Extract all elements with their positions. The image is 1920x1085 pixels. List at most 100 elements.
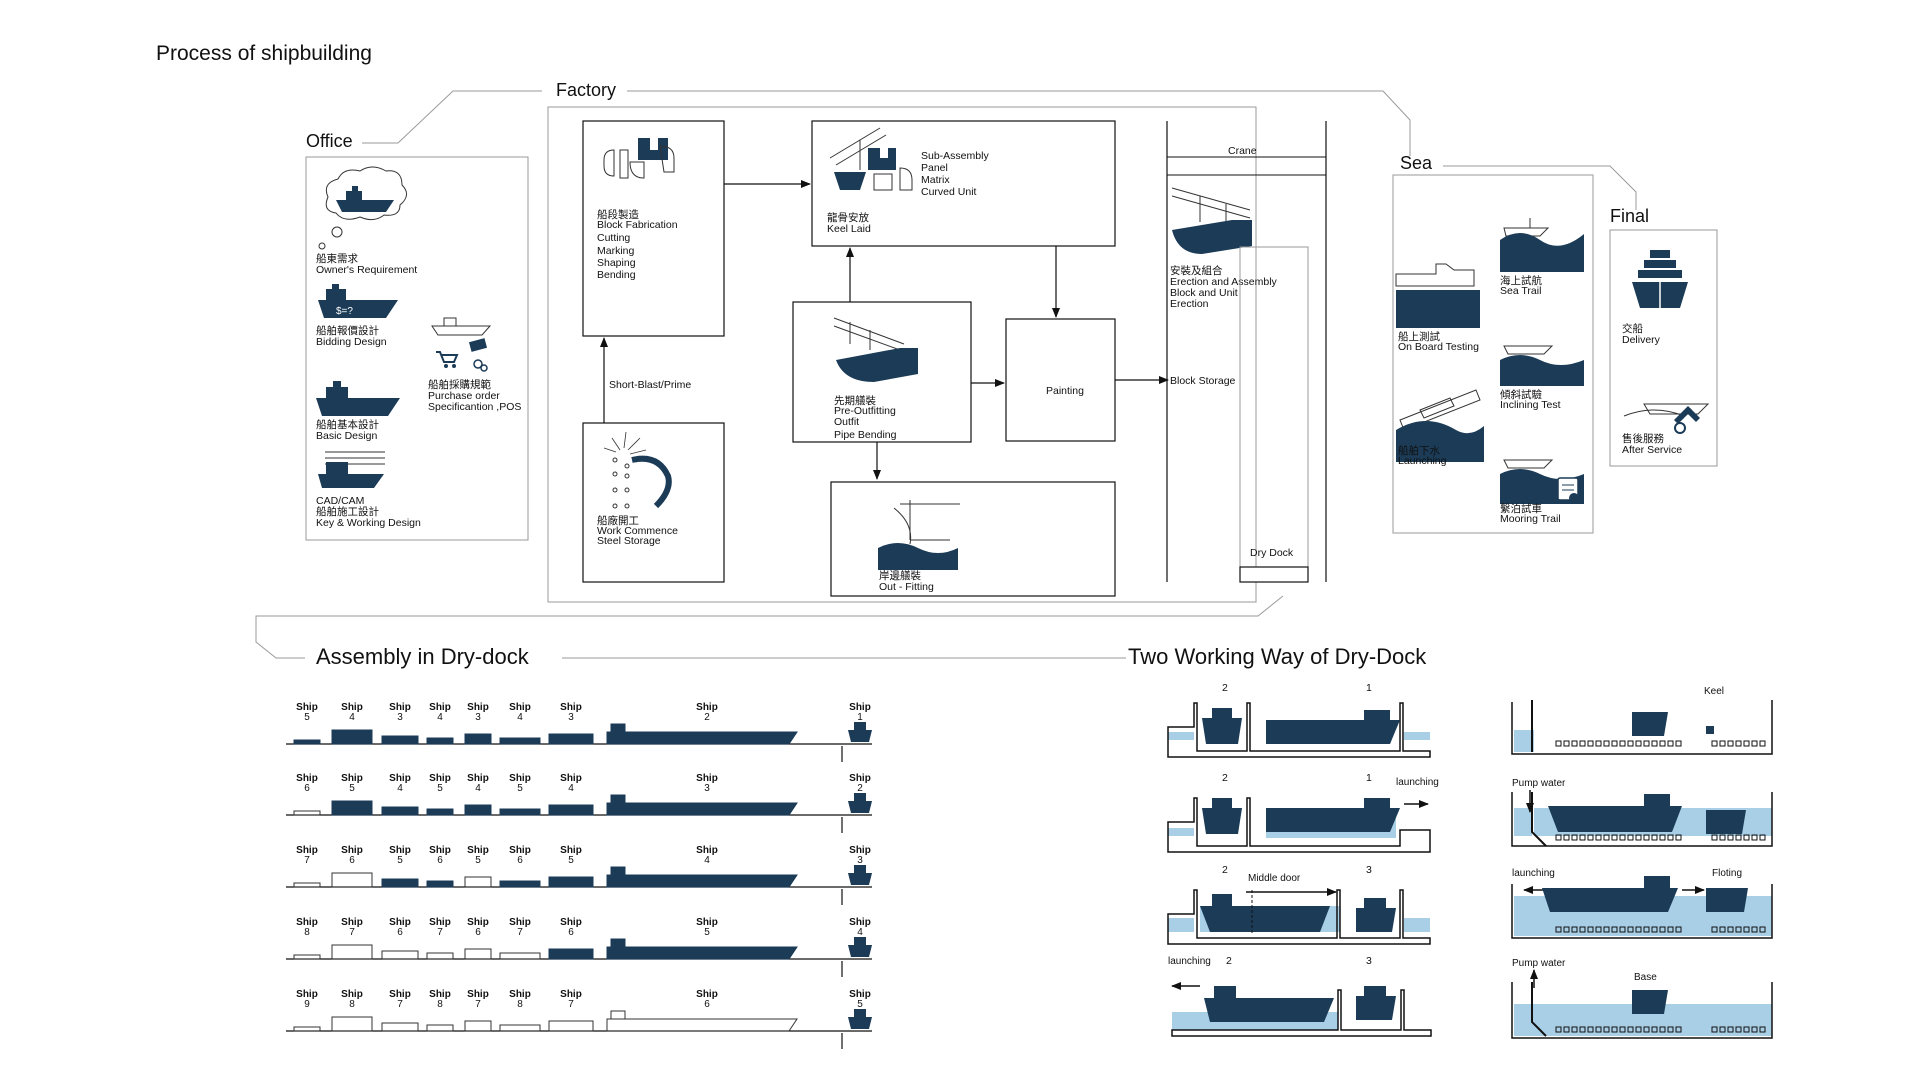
assembly-ship-word: Ship (696, 989, 718, 1000)
assembly-ship-word: Ship (560, 917, 582, 928)
office-item-4-cad: CAD/CAM (316, 495, 364, 507)
base-block (1735, 926, 1742, 933)
base-block (1711, 926, 1718, 933)
assembly-ship-word: Ship (389, 917, 411, 928)
left-2-ship-a: 2 (1222, 772, 1228, 784)
base-block (1643, 834, 1650, 841)
inclining-test-zh: 傾斜試驗 (1500, 388, 1542, 401)
ship-basic-design-icon (316, 381, 400, 416)
base-block (1595, 1026, 1602, 1033)
delivery-ship-icon (1632, 250, 1688, 308)
right-4-pump: Pump water (1512, 958, 1566, 969)
assembly-ship-bridge (854, 722, 866, 730)
base-block (1627, 926, 1634, 933)
office-connector (362, 90, 542, 144)
base-block (1571, 1026, 1578, 1033)
assembly-ship-number: 3 (397, 712, 403, 723)
base-block (1751, 926, 1758, 933)
assembly-block (426, 1024, 454, 1032)
base-block (1603, 1026, 1610, 1033)
base-block (1587, 926, 1594, 933)
right-3-floting: Floting (1712, 868, 1742, 879)
assembly-ship-number: 5 (857, 999, 863, 1010)
base-block (1711, 740, 1718, 747)
assembly-block (331, 872, 373, 888)
right-4-base: Base (1634, 972, 1657, 983)
base-block (1619, 926, 1626, 933)
keel-laid-zh: 龍骨安放 (827, 211, 869, 224)
base-block (1719, 740, 1726, 747)
assembly-ship-hull (606, 731, 798, 745)
dry-dock-outline (1239, 246, 1309, 583)
assembly-ship-bridge (610, 723, 626, 733)
assembly-block (548, 733, 594, 745)
welding-torch-icon (603, 431, 672, 509)
left-4-launching: launching (1168, 956, 1211, 967)
block-storage-label: Block Storage (1170, 375, 1236, 387)
base-block (1611, 926, 1618, 933)
pre-outfitting-box (792, 301, 972, 443)
assembly-block (464, 1020, 492, 1032)
inclining-test-en: Inclining Test (1500, 399, 1561, 411)
base-block (1719, 1026, 1726, 1033)
steel-blocks-icon (603, 138, 675, 179)
base-block (1603, 740, 1610, 747)
assembly-ship-word: Ship (560, 845, 582, 856)
assembly-ship-word: Ship (849, 702, 871, 713)
assembly-ship-word: Ship (389, 702, 411, 713)
assembly-ship-word: Ship (296, 845, 318, 856)
left-panel-3: 2 3 Middle door (1167, 864, 1431, 945)
office-item-1-zh: 船東需求 (316, 252, 358, 265)
pre-outfitting-zh: 先期艤裝 (834, 394, 876, 407)
base-block (1759, 834, 1766, 841)
assembly-ship-word: Ship (341, 702, 363, 713)
assembly-block (464, 733, 492, 745)
assembly-block (293, 954, 321, 960)
keel-laying-icon (829, 127, 913, 191)
assembly-ship-number: 2 (704, 712, 710, 723)
pre-outfitting-outfit: Outfit (834, 416, 859, 428)
assembly-ship-word: Ship (341, 845, 363, 856)
launching-icon (1396, 389, 1484, 462)
assembly-ship-number: 5 (475, 855, 481, 866)
assembly-ship-word: Ship (389, 845, 411, 856)
assembly-ship-word: Ship (696, 702, 718, 713)
work-commence-box (582, 422, 725, 583)
assembly-block (426, 808, 454, 816)
assembly-ship-number: 6 (568, 927, 574, 938)
base-block (1735, 740, 1742, 747)
left-4-ship-a: 2 (1226, 955, 1232, 967)
base-block (1759, 740, 1766, 747)
base-block (1579, 834, 1586, 841)
launching-en: Launching (1398, 455, 1447, 467)
assembly-block (381, 806, 419, 816)
mooring-trail-en: Mooring Trail (1500, 513, 1561, 525)
after-service-en: After Service (1622, 444, 1682, 456)
assembly-ship-word: Ship (509, 773, 531, 784)
assembly-ship-number: 6 (304, 783, 310, 794)
assembly-ship-number: 6 (475, 927, 481, 938)
sea-label: Sea (1400, 153, 1433, 173)
assembly-ship-bridge (610, 938, 626, 948)
assembly-block (426, 952, 454, 960)
assembly-ship-bridge (854, 865, 866, 873)
delivery-zh: 交船 (1622, 322, 1644, 335)
factory-connector (627, 90, 1411, 156)
after-service-icon (1623, 403, 1710, 434)
assembly-ship-finished (848, 873, 872, 885)
office-item-4-en: Key & Working Design (316, 517, 421, 529)
base-block (1751, 740, 1758, 747)
block-fabrication-en: Block Fabrication (597, 219, 678, 231)
assembly-ship-number: 4 (517, 712, 523, 723)
left-2-ship-b: 1 (1366, 772, 1372, 784)
factory-box (547, 106, 1257, 603)
base-block (1619, 1026, 1626, 1033)
pre-outfitting-en: Pre-Outfitting (834, 405, 896, 417)
assembly-block (331, 1016, 373, 1032)
left-2-launching: launching (1396, 777, 1439, 788)
base-block (1743, 834, 1750, 841)
sea-box (1392, 174, 1594, 534)
erection-label: Erection (1170, 298, 1209, 310)
base-block (1743, 926, 1750, 933)
base-block (1735, 1026, 1742, 1033)
